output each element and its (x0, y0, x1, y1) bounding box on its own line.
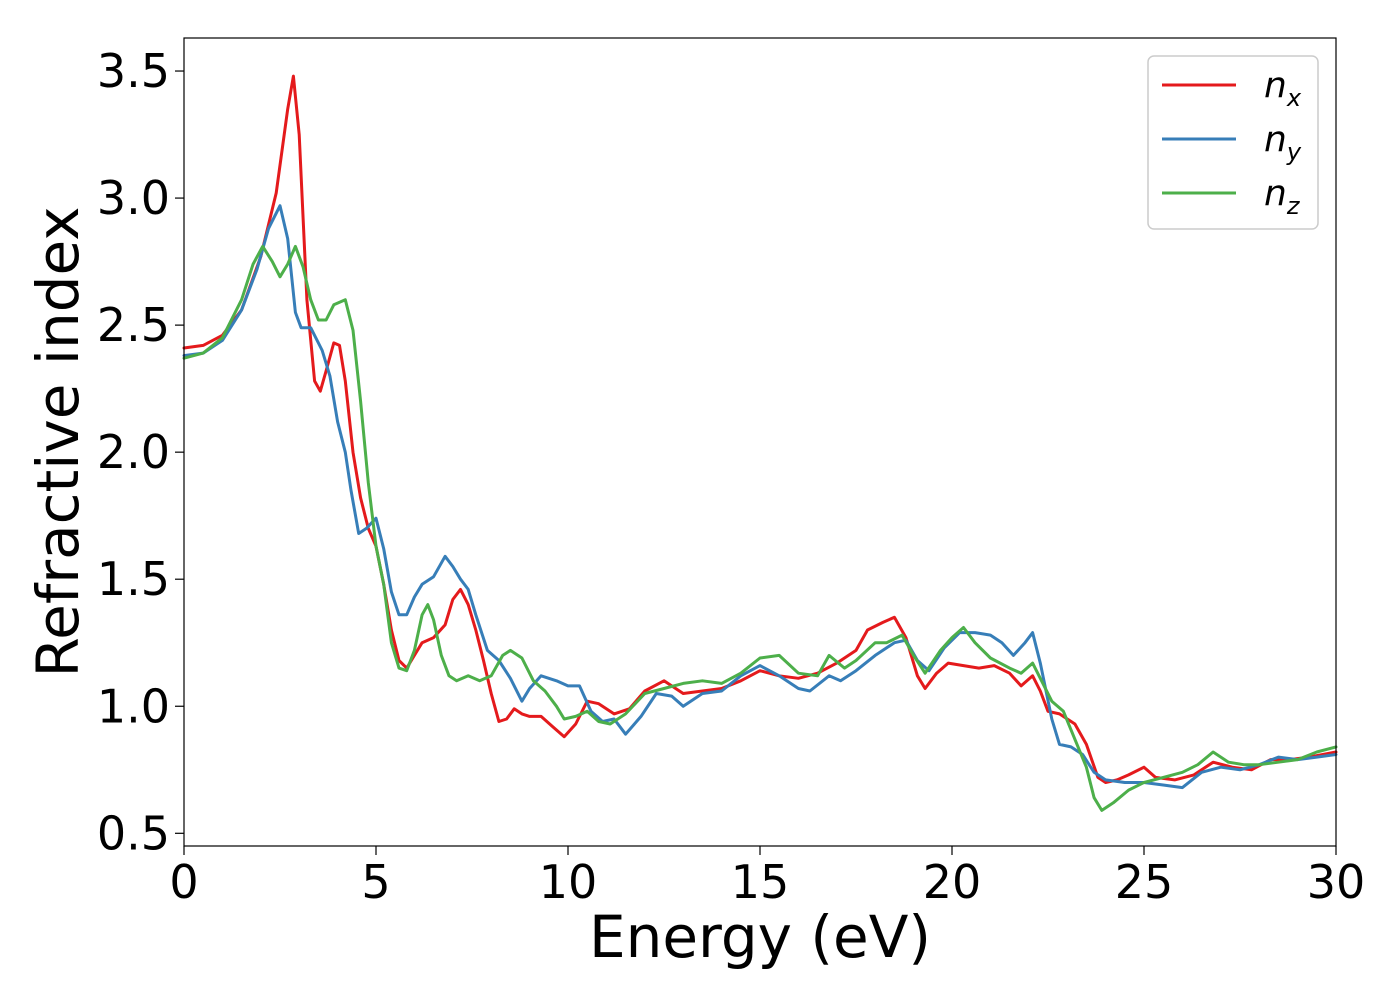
series-line-ny (182, 204, 1338, 790)
x-tick-label: 10 (539, 855, 598, 909)
legend-label-nz: nz (1264, 173, 1301, 220)
series-line-nz (182, 244, 1338, 812)
legend: nx ny nz (1147, 55, 1319, 230)
x-tick-label: 5 (361, 855, 390, 909)
x-tick-label: 20 (923, 855, 982, 909)
y-tick-label: 2.0 (97, 425, 170, 479)
x-tick-label: 0 (169, 855, 198, 909)
plot-background (184, 38, 1336, 846)
y-tick-label: 3.5 (97, 44, 170, 98)
y-tick-label: 1.0 (97, 679, 170, 733)
y-tick-label: 0.5 (97, 806, 170, 860)
y-tick-label: 2.5 (97, 298, 170, 352)
legend-label-nx: nx (1264, 65, 1302, 112)
legend-label-ny: ny (1264, 119, 1302, 166)
x-axis-label: Energy (eV) (589, 903, 931, 971)
y-tick-label: 1.5 (97, 552, 170, 606)
y-axis-label: Refractive index (24, 206, 92, 677)
x-tick-label: 15 (731, 855, 790, 909)
legend-box (1147, 55, 1319, 230)
x-tick-label: 30 (1307, 855, 1366, 909)
y-axis-ticks: 0.5 1.0 1.5 2.0 2.5 3.0 3.5 (97, 44, 184, 860)
x-axis-ticks: 0 5 10 15 20 25 30 (169, 846, 1365, 909)
x-tick-label: 25 (1115, 855, 1174, 909)
series-group (182, 74, 1338, 812)
y-tick-label: 3.0 (97, 171, 170, 225)
